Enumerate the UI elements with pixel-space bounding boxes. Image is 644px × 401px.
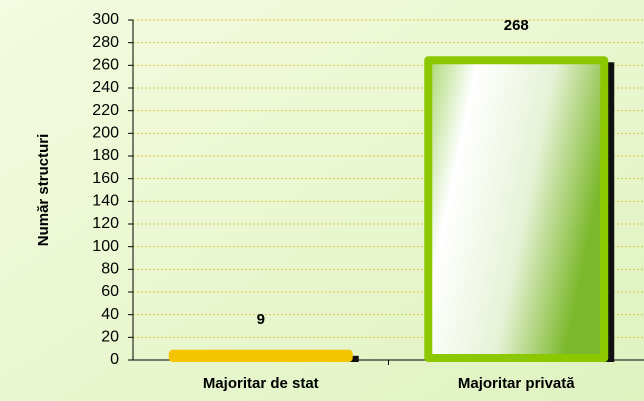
x-tick-label: Majoritar de stat [203, 375, 319, 392]
y-tick-label: 20 [101, 329, 119, 346]
data-label: 9 [257, 311, 265, 328]
y-tick-label: 240 [92, 79, 119, 96]
y-tick-label: 80 [101, 261, 119, 278]
bar [424, 56, 609, 363]
data-label: 268 [504, 17, 529, 34]
y-tick-label: 120 [92, 215, 119, 232]
y-tick-label: 260 [92, 57, 119, 74]
y-tick-label: 0 [110, 351, 119, 368]
y-tick-label: 300 [92, 11, 119, 28]
y-tick-label: 280 [92, 34, 119, 51]
y-tick-label: 60 [101, 283, 119, 300]
bar [168, 349, 353, 362]
y-tick-label: 40 [101, 306, 119, 323]
y-tick-label: 200 [92, 125, 119, 142]
y-tick-label: 140 [92, 193, 119, 210]
y-tick-label: 180 [92, 147, 119, 164]
y-tick-label: 220 [92, 102, 119, 119]
y-tick-label: 100 [92, 238, 119, 255]
y-tick-label: 160 [92, 170, 119, 187]
y-axis-label: Număr structuri [35, 134, 52, 247]
x-tick-label: Majoritar privată [458, 375, 575, 392]
